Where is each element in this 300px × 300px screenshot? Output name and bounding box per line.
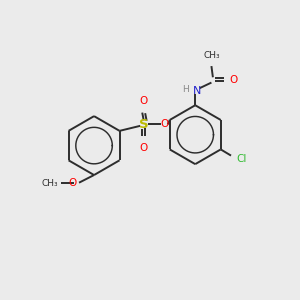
Text: O: O	[140, 95, 148, 106]
Text: O: O	[140, 143, 148, 153]
Text: CH₃: CH₃	[203, 51, 220, 60]
Text: CH₃: CH₃	[41, 179, 58, 188]
Text: H: H	[182, 85, 188, 94]
Text: O: O	[160, 119, 168, 129]
Text: O: O	[229, 75, 237, 85]
Text: Cl: Cl	[236, 154, 247, 164]
Text: N: N	[193, 85, 201, 95]
Text: S: S	[139, 118, 148, 131]
Text: O: O	[68, 178, 76, 188]
